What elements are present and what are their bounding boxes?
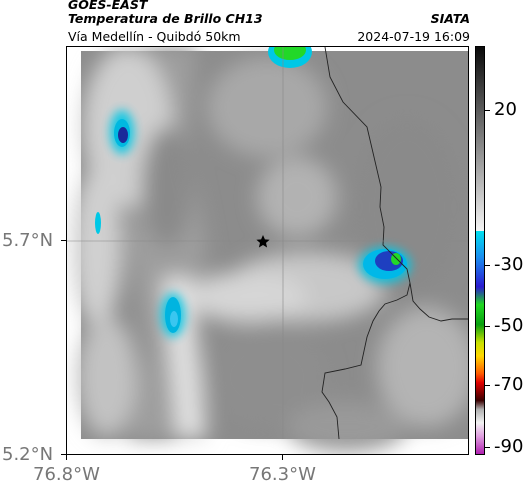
country-borders: [321, 47, 468, 440]
colorbar-tick-mark: [485, 265, 490, 266]
satellite-title: GOES-EAST: [68, 0, 148, 12]
lon-label: 76.3°W: [249, 464, 316, 485]
lon-tick: [66, 455, 67, 460]
colorbar-tick-label: 20: [494, 99, 517, 120]
product-title: Temperatura de Brillo CH13: [68, 11, 263, 26]
cloud-field: [72, 47, 468, 452]
colorbar-tick-mark: [485, 326, 490, 327]
organization-label: SIATA: [430, 11, 470, 26]
satellite-map[interactable]: [66, 46, 469, 455]
lat-label: 5.7°N: [2, 230, 54, 251]
route-guides: [67, 47, 468, 439]
colorbar-tick-label: -70: [494, 374, 524, 395]
colorbar-scale: [476, 47, 484, 454]
map-canvas: [67, 47, 468, 454]
route-label: Vía Medellín - Quibdó 50km: [68, 29, 241, 44]
lat-label: 5.2°N: [2, 444, 54, 465]
lat-tick: [61, 454, 66, 455]
star-marker: [256, 235, 270, 248]
colorbar-tick-mark: [485, 385, 490, 386]
colorbar-tick-label: -50: [494, 315, 524, 336]
colorbar-tick-mark: [485, 447, 490, 448]
colorbar: [475, 46, 485, 455]
colorbar-tick-label: -90: [494, 436, 524, 457]
lat-tick: [61, 240, 66, 241]
colorbar-tick-label: -30: [494, 254, 524, 275]
timestamp-label: 2024-07-19 16:09: [357, 29, 470, 44]
lon-label: 76.8°W: [33, 464, 100, 485]
lon-tick: [282, 455, 283, 460]
colorbar-tick-mark: [485, 110, 490, 111]
convective-cells: [95, 47, 411, 337]
